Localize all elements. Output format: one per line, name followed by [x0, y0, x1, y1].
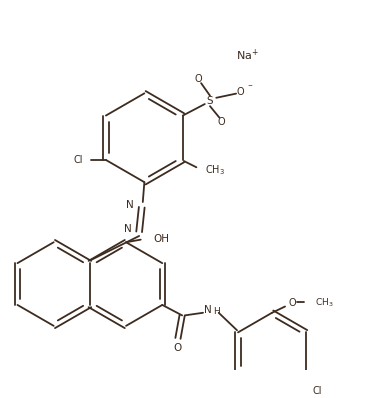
Text: O: O [195, 74, 202, 84]
Text: O: O [288, 298, 296, 308]
Text: O: O [218, 117, 225, 127]
Text: $^{-}$: $^{-}$ [246, 82, 253, 91]
Text: N: N [204, 304, 212, 315]
Text: Cl: Cl [313, 386, 322, 396]
Text: N: N [124, 224, 132, 234]
Text: OH: OH [153, 234, 169, 244]
Text: CH$_3$: CH$_3$ [205, 164, 225, 178]
Text: N: N [126, 200, 134, 210]
Text: Na$^{+}$: Na$^{+}$ [236, 47, 259, 62]
Text: O: O [174, 343, 182, 353]
Text: Cl: Cl [74, 155, 83, 165]
Text: S: S [207, 96, 213, 106]
Text: O: O [236, 86, 244, 97]
Text: CH$_3$: CH$_3$ [315, 296, 333, 308]
Text: H: H [213, 307, 220, 316]
